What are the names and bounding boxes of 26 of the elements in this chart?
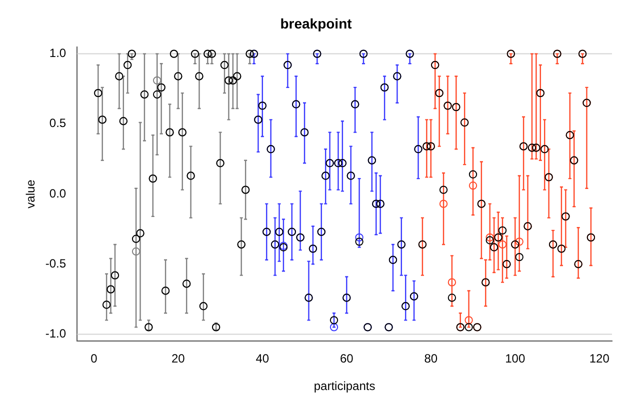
point (132, 247, 140, 256)
x-tick-label: 60 (340, 352, 354, 366)
point (153, 76, 162, 85)
x-tick-label: 0 (90, 352, 98, 366)
point (439, 200, 448, 208)
x-axis-title: participants (314, 379, 376, 394)
y-tick-label: -1.0 (45, 326, 66, 341)
x-tick-label: 80 (424, 352, 438, 366)
point (448, 278, 456, 286)
chart-title: breakpoint (280, 15, 352, 32)
point (355, 233, 364, 242)
y-tick-label: 1.0 (49, 46, 66, 60)
y-tick-label: -0.5 (45, 256, 66, 270)
x-tick-label: 40 (256, 352, 270, 366)
point (486, 233, 494, 242)
point (498, 240, 507, 249)
point (330, 323, 338, 332)
point (515, 238, 524, 246)
y-axis-title: value (24, 179, 38, 208)
y-tick-label: 0.5 (49, 116, 66, 130)
point (464, 316, 473, 324)
point (468, 181, 478, 190)
y-tick-label: 0.0 (49, 186, 66, 200)
x-tick-label: 100 (505, 352, 526, 366)
x-tick-label: 120 (589, 352, 610, 366)
x-tick-label: 20 (171, 352, 186, 366)
